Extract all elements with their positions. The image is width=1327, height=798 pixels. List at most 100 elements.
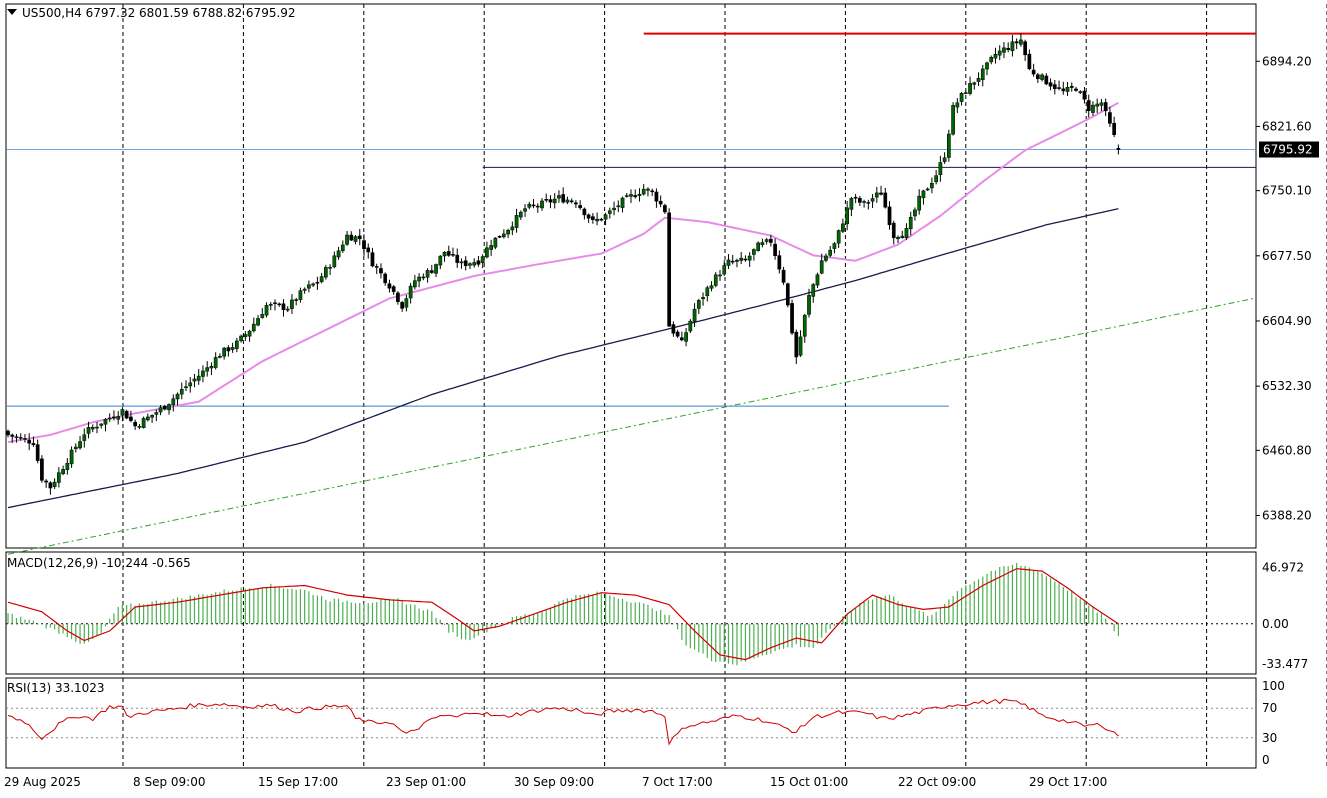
candle <box>408 282 413 304</box>
candle-body <box>222 347 226 357</box>
chevron-down-icon[interactable] <box>7 9 17 15</box>
candle-body <box>1014 41 1019 44</box>
candle-body <box>251 323 256 332</box>
candle-body <box>1078 91 1083 93</box>
x-tick-label: 15 Oct 01:00 <box>770 775 848 789</box>
candle <box>663 203 667 214</box>
candle-body <box>557 195 561 199</box>
candle-body <box>184 386 188 388</box>
candle-body <box>1057 87 1061 89</box>
x-tick-label: 29 Aug 2025 <box>4 775 81 789</box>
candle-body <box>1027 53 1032 70</box>
candle-body <box>404 298 409 308</box>
candle-body <box>69 449 74 465</box>
candle <box>421 273 426 281</box>
candle-body <box>1002 47 1006 53</box>
candle <box>535 203 540 213</box>
candle-body <box>192 378 197 382</box>
candle-body <box>120 409 125 416</box>
candle <box>832 242 837 254</box>
candle-body <box>196 375 201 381</box>
rsi-y-tick-label: 30 <box>1262 731 1277 745</box>
candle-body <box>82 434 87 441</box>
candle-body <box>760 242 765 245</box>
candle-body <box>874 192 879 198</box>
candle <box>366 243 371 259</box>
candle-body <box>281 303 286 310</box>
candle <box>285 306 290 313</box>
candle <box>747 252 752 268</box>
candle-body <box>1019 39 1023 45</box>
candle <box>722 260 727 276</box>
current-price-label: 6795.92 <box>1263 142 1313 156</box>
macd-signal-line <box>7 568 1119 661</box>
candle <box>726 254 731 270</box>
candle <box>345 230 349 246</box>
candle-body <box>201 370 205 377</box>
candle-body <box>137 426 142 428</box>
candle <box>866 199 871 210</box>
candle <box>578 200 582 210</box>
candle <box>769 234 773 247</box>
candle-body <box>311 283 315 286</box>
candle <box>696 298 701 314</box>
candle <box>154 409 159 422</box>
candle <box>133 419 137 430</box>
candle <box>1027 49 1032 71</box>
candle-body <box>48 482 53 489</box>
candle <box>48 481 53 495</box>
candle <box>167 403 171 415</box>
candle <box>374 263 379 275</box>
candle <box>353 235 358 245</box>
candle-body <box>27 439 32 444</box>
candle <box>1006 42 1011 53</box>
candle <box>112 410 116 421</box>
candle-body <box>451 254 455 256</box>
candle <box>290 294 294 314</box>
candle-body <box>785 283 790 306</box>
trendline <box>7 297 1255 555</box>
candle <box>561 187 566 204</box>
candle-body <box>1048 82 1053 87</box>
candle <box>925 187 930 191</box>
candle-body <box>879 192 883 195</box>
candle <box>129 410 133 423</box>
candle <box>569 198 574 204</box>
candle-body <box>1006 47 1011 50</box>
candle <box>993 47 998 64</box>
candle <box>1074 86 1078 92</box>
x-tick-label: 22 Oct 09:00 <box>898 775 976 789</box>
slow-moving-average <box>7 208 1119 509</box>
candle <box>1082 87 1087 104</box>
candle-body <box>23 438 27 440</box>
candle <box>938 155 943 182</box>
candle <box>1040 73 1044 82</box>
candle-body <box>624 195 629 197</box>
candle <box>1091 101 1095 116</box>
candle <box>629 189 633 204</box>
candle-body <box>807 295 811 315</box>
candle <box>90 424 95 433</box>
candle <box>548 195 553 209</box>
candle-body <box>1095 103 1100 107</box>
candle-body <box>65 463 70 470</box>
candle-body <box>853 196 858 199</box>
candle <box>544 193 549 203</box>
candle <box>980 64 985 87</box>
candle-body <box>578 205 582 209</box>
candle <box>1057 80 1061 91</box>
candle-body <box>429 270 434 273</box>
candle-body <box>620 197 625 208</box>
candle-body <box>455 254 460 263</box>
candle-body <box>726 259 731 266</box>
candle <box>260 308 265 319</box>
candle <box>6 429 10 438</box>
candle-body <box>324 267 328 278</box>
candle <box>641 183 646 196</box>
candle <box>599 217 604 222</box>
candle-body <box>230 347 235 350</box>
candle-body <box>162 405 167 410</box>
candle-body <box>485 247 489 258</box>
